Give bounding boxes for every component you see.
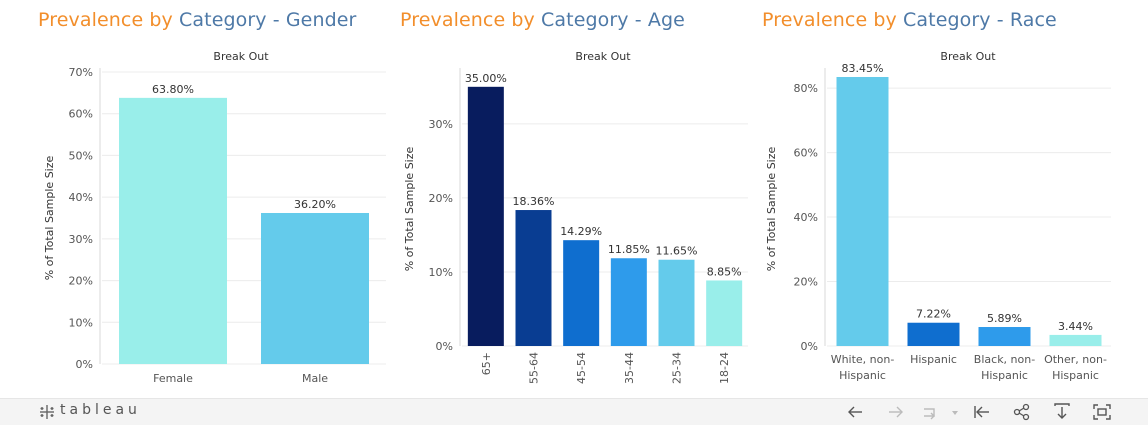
- tableau-toolbar: tableau: [0, 398, 1148, 425]
- y-axis-title: % of Total Sample Size: [765, 146, 778, 271]
- data-label: 18.36%: [513, 195, 555, 208]
- y-tick-label: 10%: [69, 316, 93, 329]
- redo-button[interactable]: [886, 403, 906, 421]
- undo-icon: [848, 406, 862, 418]
- x-tick-label: 55-64: [528, 352, 541, 384]
- revert-icon: [924, 408, 958, 420]
- reset-icon: [974, 406, 989, 418]
- bar: [658, 259, 695, 346]
- y-axis-title: % of Total Sample Size: [43, 155, 56, 280]
- y-tick-label: 20%: [794, 276, 818, 289]
- title-suffix: Category - Gender: [179, 9, 357, 31]
- bar: [706, 280, 743, 346]
- tableau-brand: tableau: [60, 402, 141, 418]
- x-tick-label: 45-54: [575, 352, 588, 384]
- title-prefix: Prevalence by: [400, 9, 542, 31]
- x-tick-label: Hispanic: [1052, 369, 1099, 382]
- charts-canvas: Break Out % of Total Sample Size 0% 10% 20% 3…: [43, 50, 1111, 385]
- share-icon: [1013, 403, 1030, 421]
- y-tick-label: 20%: [429, 192, 453, 205]
- data-label: 14.29%: [560, 225, 602, 238]
- fullscreen-button[interactable]: [1092, 403, 1112, 421]
- data-label: 11.65%: [656, 245, 698, 258]
- title-suffix: Category - Race: [903, 9, 1057, 31]
- y-axis-title: % of Total Sample Size: [403, 146, 416, 271]
- x-tick-label: Male: [302, 372, 328, 385]
- y-tick-label: 10%: [429, 266, 453, 279]
- redo-icon: [889, 406, 903, 418]
- data-label: 36.20%: [294, 198, 336, 211]
- bar: [907, 322, 960, 346]
- y-tick-label: 0%: [436, 340, 453, 353]
- y-tick-label: 60%: [794, 147, 818, 160]
- bar: [836, 76, 889, 347]
- x-tick-label: Hispanic: [981, 369, 1028, 382]
- fullscreen-icon: [1093, 404, 1111, 420]
- y-tick-label: 50%: [69, 149, 93, 162]
- tableau-logo-icon: [40, 405, 54, 419]
- revert-button[interactable]: [920, 403, 962, 421]
- reset-button[interactable]: [972, 403, 992, 421]
- y-tick-label: 70%: [69, 66, 93, 79]
- x-tick-label: White, non-: [831, 353, 895, 366]
- data-label: 3.44%: [1058, 320, 1093, 333]
- bar: [1049, 334, 1102, 346]
- data-label: 11.85%: [608, 243, 650, 256]
- x-tick-label: Female: [153, 372, 193, 385]
- x-tick-label: 35-44: [623, 352, 636, 384]
- x-tick-label: 18-24: [718, 352, 731, 384]
- share-button[interactable]: [1012, 403, 1032, 421]
- y-tick-label: 30%: [69, 233, 93, 246]
- chart-subtitle: Break Out: [575, 50, 631, 63]
- bar: [261, 212, 369, 364]
- download-icon: [1054, 403, 1070, 419]
- x-tick-label: Hispanic: [910, 353, 957, 366]
- data-label: 5.89%: [987, 312, 1022, 325]
- y-tick-label: 20%: [69, 275, 93, 288]
- panel-title-age: Prevalence by Category - Age: [400, 9, 685, 31]
- x-tick-label: Hispanic: [839, 369, 886, 382]
- title-suffix: Category - Age: [541, 9, 685, 31]
- bar: [563, 240, 600, 346]
- data-label: 63.80%: [152, 83, 194, 96]
- bar: [467, 86, 504, 346]
- bar: [978, 327, 1031, 346]
- bar: [610, 258, 647, 346]
- download-button[interactable]: [1052, 403, 1072, 421]
- bar: [515, 210, 552, 346]
- y-tick-label: 40%: [794, 211, 818, 224]
- panel-title-gender: Prevalence by Category - Gender: [38, 9, 356, 31]
- title-prefix: Prevalence by: [38, 9, 180, 31]
- bar: [119, 97, 227, 364]
- title-prefix: Prevalence by: [762, 9, 904, 31]
- x-tick-label: 65+: [480, 352, 493, 375]
- undo-button[interactable]: [846, 403, 866, 421]
- x-tick-label: Other, non-: [1044, 353, 1107, 366]
- y-tick-label: 30%: [429, 118, 453, 131]
- data-label: 83.45%: [842, 62, 884, 75]
- x-tick-label: 25-34: [671, 352, 684, 384]
- y-tick-label: 0%: [801, 340, 818, 353]
- panel-title-race: Prevalence by Category - Race: [762, 9, 1057, 31]
- data-label: 8.85%: [707, 265, 742, 278]
- data-label: 7.22%: [916, 308, 951, 321]
- chart-subtitle: Break Out: [940, 50, 996, 63]
- y-tick-label: 40%: [69, 191, 93, 204]
- data-label: 35.00%: [465, 72, 507, 85]
- x-tick-label: Black, non-: [974, 353, 1035, 366]
- y-tick-label: 60%: [69, 108, 93, 121]
- y-tick-label: 0%: [76, 358, 93, 371]
- chart-subtitle: Break Out: [213, 50, 269, 63]
- y-tick-label: 80%: [794, 82, 818, 95]
